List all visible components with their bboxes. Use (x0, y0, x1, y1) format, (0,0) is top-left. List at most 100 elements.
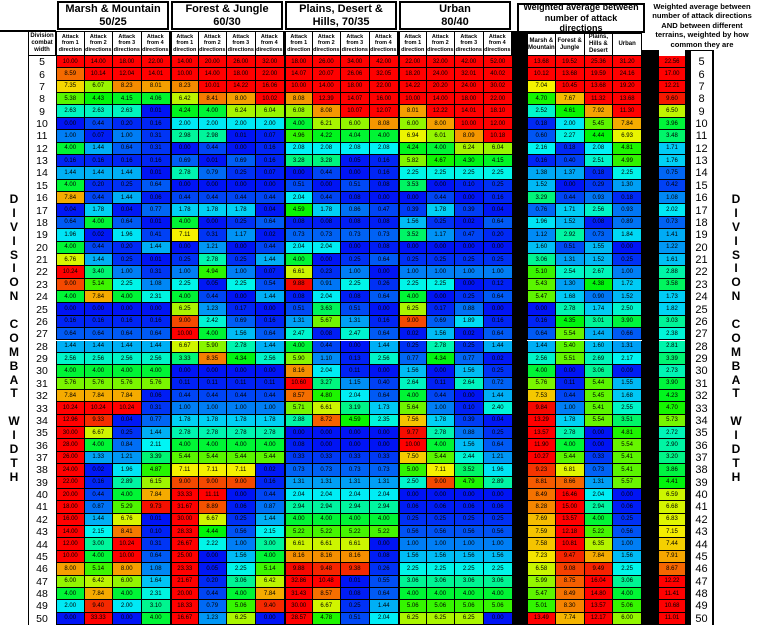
heat-cell: 1.56 (426, 550, 455, 564)
weighted-average-cell: 2.54 (555, 266, 585, 279)
heat-cell: 2.08 (369, 142, 398, 155)
heat-cell: 0.12 (483, 278, 512, 291)
row-label-left: 19 (36, 229, 48, 242)
heat-cell: 0.01 (227, 130, 256, 143)
weighted-average-cell: 0.44 (555, 389, 585, 403)
heat-cell: 8.23 (113, 80, 142, 94)
heat-cell: 3.39 (141, 451, 170, 465)
heat-cell: 0.41 (141, 229, 170, 242)
row-label-right: 49 (695, 600, 708, 613)
heat-cell: 9.00 (56, 278, 85, 291)
heat-cell: 7.84 (56, 389, 85, 403)
weighted-average-cell: 5.22 (584, 526, 614, 539)
heat-cell: 0.25 (227, 216, 256, 230)
weighted-average-cell: 5.47 (527, 291, 556, 304)
weighted-average-cell: 7.84 (613, 117, 642, 131)
heat-cell: 6.42 (170, 93, 199, 106)
heat-cell: 4.04 (341, 130, 370, 143)
heat-cell: 2.25 (398, 167, 427, 180)
heat-cell: 0.69 (170, 154, 199, 168)
heat-cell: 1.00 (455, 266, 484, 279)
weighted-average-cell: 12.18 (555, 526, 585, 539)
heat-cell: 4.34 (227, 352, 256, 366)
heat-cell: 2.25 (426, 167, 455, 180)
heat-cell: 1.17 (227, 229, 256, 242)
heat-cell: 0.17 (227, 303, 256, 316)
weighted-average-cell: 2.78 (555, 427, 585, 440)
overall-weighted-cell: 1.73 (659, 291, 685, 304)
heat-cell: 0.10 (455, 402, 484, 415)
heat-cell: 22.00 (483, 93, 512, 106)
heat-cell: 8.01 (141, 80, 170, 94)
weighted-average-cell: 1.30 (613, 179, 642, 193)
heat-cell: 5.22 (341, 526, 370, 539)
heat-cell: 28.57 (284, 612, 313, 625)
heat-cell: 2.04 (284, 488, 313, 502)
weighted-average-cell: 1.52 (584, 253, 614, 267)
heat-cell: 0.08 (341, 192, 370, 205)
heat-cell: 0.56 (426, 526, 455, 539)
heat-cell: 26.00 (56, 451, 85, 465)
row-label-left: 8 (39, 93, 45, 106)
heat-cell: 8.08 (369, 117, 398, 131)
row-label-right: 35 (695, 427, 708, 440)
row-label-right: 44 (695, 538, 708, 551)
heat-cell: 0.01 (141, 216, 170, 230)
heat-cell: 5.64 (398, 402, 427, 415)
heat-cell: 4.00 (198, 105, 227, 118)
heat-cell: 0.02 (455, 328, 484, 341)
heat-cell: 0.79 (198, 600, 227, 613)
division-combat-width-header: Division combat width (28, 31, 56, 56)
weighted-average-cell: 6.81 (555, 464, 585, 477)
overall-weighted-cell: 3.58 (659, 278, 685, 291)
heat-cell: 0.16 (255, 154, 284, 168)
heat-cell: 0.01 (141, 513, 170, 527)
heat-cell: 0.44 (227, 192, 256, 205)
heat-cell: 0.00 (398, 241, 427, 254)
heat-cell: 0.56 (483, 526, 512, 539)
weighted-average-cell: 1.84 (613, 229, 642, 242)
heat-cell: 2.00 (255, 117, 284, 131)
overall-weighted-cell: 5.73 (659, 414, 685, 428)
row-label-right: 21 (695, 254, 708, 267)
overall-weighted-cell: 10.68 (659, 600, 685, 613)
heat-cell: 1.44 (84, 167, 113, 180)
separator-bar-left (512, 31, 527, 625)
heat-cell: 0.16 (255, 315, 284, 329)
heat-cell: 18.00 (56, 501, 85, 514)
heat-cell: 0.84 (113, 439, 142, 452)
weighted-average-cell: 3.06 (613, 575, 642, 588)
heat-cell: 0.00 (341, 427, 370, 440)
row-label-right: 28 (695, 340, 708, 353)
heat-cell: 4.00 (227, 439, 256, 452)
weighted-average-cell: 4.00 (613, 587, 642, 601)
row-label-right: 19 (695, 229, 708, 242)
attack-direction-header: Attack from 1 direction (398, 31, 427, 56)
heat-cell: 2.78 (198, 253, 227, 267)
weighted-average-cell: 19.59 (584, 68, 614, 81)
heat-cell: 0.00 (255, 179, 284, 193)
weighted-average-cell: 0.00 (584, 427, 614, 440)
heat-cell: 0.44 (255, 241, 284, 254)
heat-cell: 6.01 (426, 130, 455, 143)
heat-cell: 2.00 (170, 117, 199, 131)
heat-cell: 1.21 (198, 241, 227, 254)
heat-cell: 3.06 (398, 575, 427, 588)
weighted-average-cell: 9.08 (555, 563, 585, 576)
heat-cell: 0.25 (483, 513, 512, 527)
heat-cell: 5.00 (398, 464, 427, 477)
overall-weighted-cell: 0.42 (659, 179, 685, 193)
heat-cell: 1.56 (227, 328, 256, 341)
heat-cell: 4.79 (455, 476, 484, 489)
heat-cell: 4.00 (255, 439, 284, 452)
weighted-average-cell: 7.69 (527, 513, 556, 527)
heat-cell: 2.04 (312, 291, 341, 304)
heat-cell: 7.84 (84, 389, 113, 403)
weighted-average-cell: 10.27 (527, 451, 556, 465)
heat-cell: 24.00 (56, 464, 85, 477)
weighted-average-cell: 0.56 (613, 526, 642, 539)
weighted-average-cell: 3.01 (584, 315, 614, 329)
attack-direction-header: Attack from 4 directions (483, 31, 512, 56)
heat-cell: 9.00 (398, 315, 427, 329)
heat-cell: 0.16 (113, 154, 142, 168)
